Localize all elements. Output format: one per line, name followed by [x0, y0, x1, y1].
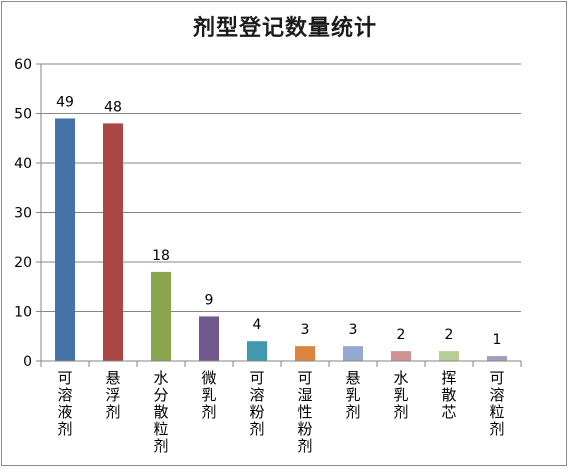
- y-tick-label: 30: [14, 206, 32, 222]
- x-category-label: 水分散粒剂: [153, 369, 168, 455]
- bar: [199, 316, 219, 361]
- data-label: 4: [253, 317, 262, 333]
- x-category-label: 可溶粒剂: [489, 369, 504, 438]
- y-tick-label: 20: [14, 255, 32, 271]
- x-category-label: 挥散芯: [441, 369, 456, 421]
- y-tick-label: 0: [23, 354, 32, 370]
- x-category-label: 悬浮剂: [105, 369, 120, 421]
- data-label: 3: [301, 322, 310, 338]
- data-label: 9: [205, 292, 214, 308]
- bar: [487, 356, 507, 361]
- y-tick-label: 10: [14, 305, 32, 321]
- bar: [151, 271, 171, 361]
- bar: [343, 346, 363, 361]
- chart-title: 剂型登记数量统计: [192, 16, 377, 41]
- data-label: 48: [104, 99, 122, 115]
- data-label: 2: [397, 327, 406, 343]
- y-tick-label: 60: [14, 57, 32, 73]
- data-label: 1: [493, 332, 502, 348]
- bar: [55, 118, 75, 361]
- x-category-label: 水乳剂: [393, 369, 408, 421]
- data-label: 49: [56, 94, 74, 110]
- bar: [391, 351, 411, 361]
- x-category-label: 可溶液剂: [57, 369, 72, 438]
- x-category-label: 悬乳剂: [345, 369, 360, 421]
- bar: [247, 341, 267, 361]
- x-category-label: 微乳剂: [201, 369, 216, 421]
- y-tick-label: 50: [14, 107, 32, 123]
- x-category-label: 可溶粉剂: [249, 369, 264, 438]
- bar: [439, 351, 459, 361]
- bar: [295, 346, 315, 361]
- y-tick-label: 40: [14, 156, 32, 172]
- data-label: 3: [349, 322, 358, 338]
- x-category-label: 可湿性粉剂: [297, 369, 312, 455]
- bar: [103, 123, 123, 362]
- data-label: 18: [152, 248, 170, 264]
- data-label: 2: [445, 327, 454, 343]
